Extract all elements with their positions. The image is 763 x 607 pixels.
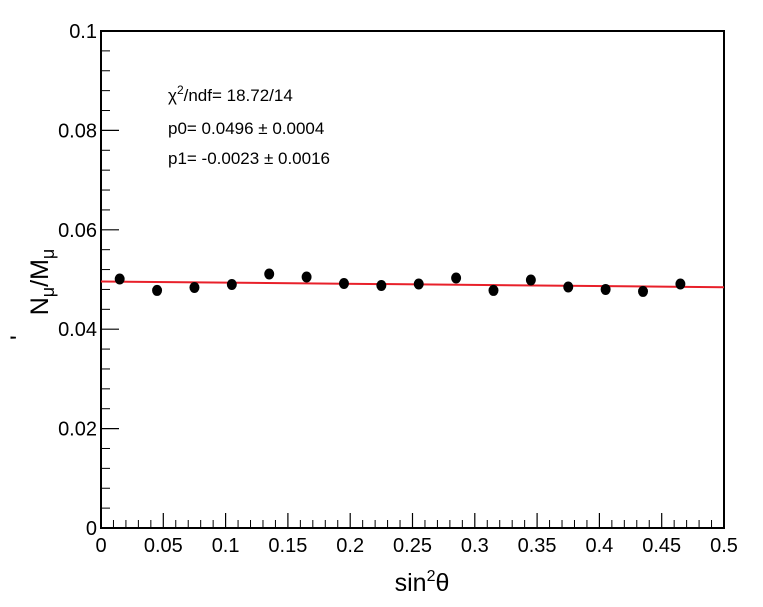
axis-ticks bbox=[100, 30, 725, 529]
data-point bbox=[413, 278, 424, 290]
data-point bbox=[451, 272, 462, 284]
stats-line-main: χ bbox=[168, 86, 177, 105]
stats-line-main: p1= -0.0023 ± 0.0016 bbox=[168, 149, 330, 168]
y-tick-label: 0.02 bbox=[58, 419, 97, 441]
x-tick-label: 0.3 bbox=[461, 535, 489, 557]
y-tick-label: 0 bbox=[86, 518, 97, 540]
y-axis-title-main: N bbox=[26, 297, 54, 315]
data-point bbox=[114, 273, 125, 285]
x-tick-label: 0.2 bbox=[336, 535, 364, 557]
x-tick-label: 0.5 bbox=[710, 535, 738, 557]
plot-frame bbox=[100, 30, 725, 529]
y-axis-title-mid: /M bbox=[26, 259, 54, 287]
y-axis-title-sub2: μ bbox=[38, 249, 58, 259]
data-point bbox=[189, 281, 200, 293]
y-axis-title-prime: ' bbox=[6, 335, 34, 340]
stats-line: χ2/ndf= 18.72/14 bbox=[168, 83, 293, 105]
data-point bbox=[638, 285, 649, 297]
data-point bbox=[488, 284, 499, 296]
x-tick-label: 0.1 bbox=[212, 535, 240, 557]
data-point bbox=[152, 284, 163, 296]
points-layer bbox=[114, 268, 686, 297]
data-point bbox=[301, 271, 312, 283]
stats-line-main: p0= 0.0496 ± 0.0004 bbox=[168, 119, 324, 138]
fit-line bbox=[100, 280, 725, 289]
x-tick-label: 0 bbox=[95, 535, 106, 557]
x-axis-title-tail: θ bbox=[435, 569, 449, 597]
x-tick-label: 0.35 bbox=[518, 535, 557, 557]
x-axis-title-main: sin bbox=[395, 569, 427, 597]
y-tick-label: 0.1 bbox=[69, 21, 97, 43]
data-point bbox=[264, 268, 275, 280]
y-axis-title-sub1: μ bbox=[38, 287, 58, 297]
x-tick-label: 0.15 bbox=[268, 535, 307, 557]
y-axis-title: Nμ/Mμ bbox=[26, 249, 58, 316]
tick-labels: 0 0.05 0.1 0.15 0.2 0.25 0.3 0.35 0.4 0.45 0.5 0 0.0… bbox=[58, 21, 738, 557]
data-point bbox=[675, 278, 686, 290]
fit-layer bbox=[100, 280, 725, 289]
x-axis-title-sup: 2 bbox=[427, 568, 436, 585]
data-point bbox=[600, 283, 611, 295]
y-tick-label: 0.08 bbox=[58, 120, 97, 142]
stats-box: χ2/ndf= 18.72/14 p0= 0.0496 ± 0.0004 p1= -… bbox=[168, 83, 330, 168]
stats-line: p0= 0.0496 ± 0.0004 bbox=[168, 119, 324, 138]
stats-line-tail: /ndf= 18.72/14 bbox=[184, 86, 293, 105]
y-axis-title-group: Nμ/Mμ ' bbox=[6, 249, 58, 340]
y-tick-label: 0.04 bbox=[58, 319, 97, 341]
y-tick-label: 0.06 bbox=[58, 220, 97, 242]
data-point bbox=[563, 281, 574, 293]
data-point bbox=[226, 278, 237, 290]
data-point bbox=[376, 279, 387, 291]
x-tick-label: 0.4 bbox=[585, 535, 613, 557]
stats-line-sup: 2 bbox=[177, 83, 184, 97]
x-tick-label: 0.25 bbox=[393, 535, 432, 557]
x-tick-label: 0.05 bbox=[144, 535, 183, 557]
stats-line: p1= -0.0023 ± 0.0016 bbox=[168, 149, 330, 168]
data-point bbox=[525, 274, 536, 286]
x-tick-label: 0.45 bbox=[642, 535, 681, 557]
data-point bbox=[338, 277, 349, 289]
x-axis-title: sin2θ bbox=[395, 568, 450, 597]
